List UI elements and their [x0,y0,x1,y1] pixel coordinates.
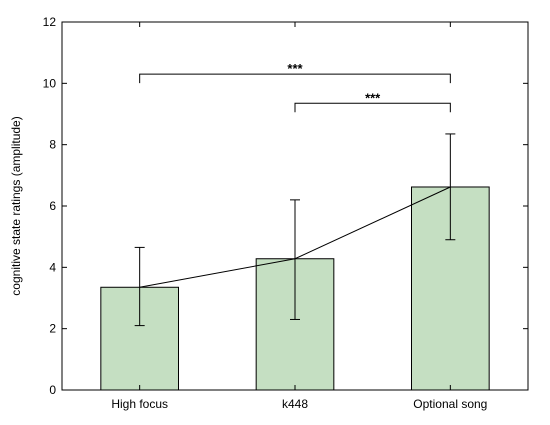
x-axis: High focus k448 Optional song [111,22,487,411]
x-tick-label: Optional song [413,397,487,411]
y-axis: 0 2 4 6 8 10 12 [43,15,528,397]
significance-bracket [139,73,451,84]
y-tick-label: 8 [49,138,56,152]
y-tick-label: 10 [43,76,57,90]
x-tick-label: High focus [111,397,168,411]
significance-label: *** [365,90,381,105]
x-tick-label: k448 [282,397,308,411]
y-axis-label: cognitive state ratings (amplitude) [9,116,23,295]
y-tick-label: 12 [43,15,57,29]
y-tick-label: 2 [49,322,56,336]
y-tick-label: 6 [49,199,56,213]
significance-label: *** [287,61,303,76]
error-bars-group [134,133,456,327]
significance-bracket [294,102,451,113]
y-tick-label: 0 [49,383,56,397]
y-tick-label: 4 [49,260,56,274]
significance-group: *** *** [139,61,451,113]
